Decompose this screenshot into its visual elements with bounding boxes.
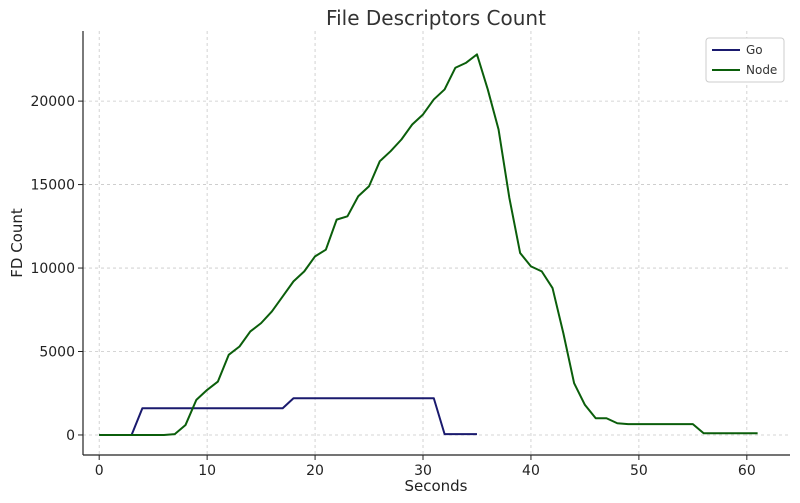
x-tick-label: 0 [95, 463, 104, 479]
chart-title: File Descriptors Count [326, 6, 546, 30]
y-tick-label: 5000 [39, 345, 75, 361]
y-tick-label: 20000 [30, 94, 75, 110]
legend-label-node: Node [746, 63, 777, 77]
x-tick-label: 50 [630, 463, 648, 479]
x-tick-label: 20 [306, 463, 324, 479]
legend: Go Node [705, 37, 785, 83]
x-tick-label: 60 [738, 463, 756, 479]
axes [78, 31, 790, 460]
series-lines [99, 53, 758, 436]
x-tick-label: 40 [522, 463, 540, 479]
y-tick-label: 0 [66, 428, 75, 444]
x-tick-label: 30 [414, 463, 432, 479]
series-line-node [99, 53, 758, 436]
x-tick-label: 10 [198, 463, 216, 479]
y-tick-label: 10000 [30, 261, 75, 277]
grid [83, 31, 790, 455]
y-axis-label: FD Count [8, 208, 26, 278]
y-tick-label: 15000 [30, 178, 75, 194]
series-line-go [99, 397, 477, 436]
legend-label-go: Go [746, 43, 763, 57]
tick-labels: 0 10 20 30 40 50 60 0 5000 10000 15000 20000 [30, 94, 755, 479]
x-axis-label: Seconds [404, 477, 467, 495]
